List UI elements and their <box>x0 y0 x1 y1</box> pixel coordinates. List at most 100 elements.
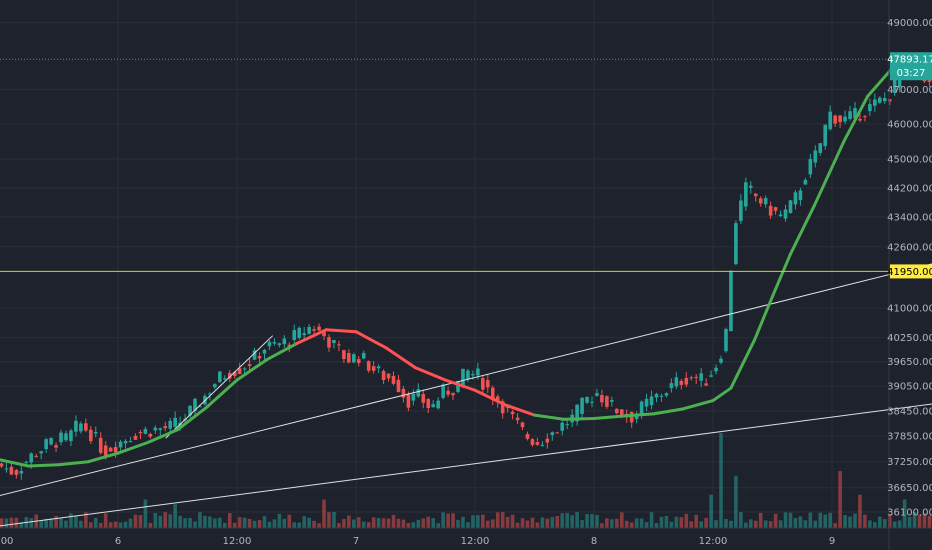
candle-body <box>555 432 560 434</box>
volume-bar <box>401 519 406 528</box>
candle-body <box>317 326 321 331</box>
volume-bar <box>14 517 19 528</box>
candle-body <box>744 182 748 207</box>
candle-body <box>103 445 108 456</box>
y-tick-label: 37850.00 <box>887 432 932 443</box>
candle-body <box>476 368 480 376</box>
volume-bar <box>882 519 887 528</box>
candle-body <box>585 396 589 403</box>
candle-body <box>758 198 763 204</box>
moving-average-segment <box>866 67 893 98</box>
volume-bar <box>763 520 768 528</box>
candle-body <box>222 378 227 380</box>
candle-body <box>406 394 411 408</box>
volume-bar <box>684 513 689 528</box>
candle-body <box>262 349 267 354</box>
candle-body <box>113 446 118 453</box>
candle-body <box>213 384 217 388</box>
volume-bar <box>605 518 609 528</box>
volume-bar <box>44 518 48 528</box>
candle-body <box>892 78 897 93</box>
candle-body <box>887 99 892 102</box>
candle-body <box>500 401 505 414</box>
candle-body <box>277 343 282 345</box>
volume-bar <box>302 516 306 528</box>
candle-body <box>247 364 252 366</box>
volume-bar <box>352 519 356 528</box>
moving-average-segment <box>295 328 328 346</box>
volume-bar <box>208 516 212 528</box>
trendline <box>0 263 932 496</box>
volume-bar <box>69 513 73 528</box>
candle-body <box>654 393 659 398</box>
candle-body <box>108 447 113 452</box>
moving-average-segment <box>533 413 566 421</box>
volume-bar <box>793 518 798 528</box>
volume-bar <box>436 523 440 528</box>
volume-bar <box>431 518 436 528</box>
moving-average-segment <box>86 451 120 464</box>
volume-bar <box>222 522 227 528</box>
volume-bar <box>565 512 569 528</box>
y-tick-label: 36650.00 <box>887 483 932 494</box>
candle-body <box>446 390 450 395</box>
volume-bar <box>610 519 614 528</box>
time-axis[interactable]: 12:00612:00712:00812:00912:001012:001113… <box>0 536 932 547</box>
candle-body <box>545 438 550 443</box>
candle-body <box>59 432 63 443</box>
candle-body <box>639 401 644 416</box>
volume-bar <box>485 520 490 528</box>
candle-body <box>709 375 713 377</box>
candle-body <box>793 192 798 205</box>
candle-body <box>853 108 857 119</box>
candle-body <box>729 270 733 332</box>
volume-bar <box>242 517 247 528</box>
price-axis[interactable]: 49000.00 47000.00 46000.00 45000.00 44200.00… <box>887 18 932 518</box>
candle-body <box>615 408 619 414</box>
candle-body <box>575 404 579 422</box>
y-tick-label: 38450.00 <box>887 406 932 417</box>
volume-bar <box>818 512 823 528</box>
candle-body <box>242 368 247 370</box>
volume-bar <box>188 517 192 528</box>
volume-bar <box>873 522 877 528</box>
candle-body <box>361 352 366 359</box>
volume-bar <box>282 518 287 528</box>
volume-bar <box>709 494 713 528</box>
moving-average-segment <box>812 139 846 208</box>
candle-body <box>267 341 272 347</box>
candle-body <box>173 417 177 427</box>
candle-body <box>9 466 14 475</box>
volume-bar <box>267 521 272 528</box>
candle-body <box>739 200 743 221</box>
candle-body <box>386 373 391 379</box>
volume-bar <box>193 521 197 528</box>
volume-bar <box>297 522 302 528</box>
candle-body <box>34 455 39 457</box>
volume-bar <box>277 513 282 528</box>
volume-bar <box>287 514 292 528</box>
volume-bar <box>758 512 763 528</box>
candle-body <box>232 372 237 377</box>
moving-average-segment <box>265 342 298 362</box>
volume-bar <box>927 515 932 528</box>
candle-body <box>838 115 842 123</box>
volume-bar <box>664 515 669 528</box>
candle-body <box>74 420 78 432</box>
candle-body <box>337 344 341 346</box>
candle-body <box>748 185 753 188</box>
candle-body <box>128 441 133 443</box>
volume-bar <box>778 520 783 528</box>
volume-bar <box>461 516 465 528</box>
volume-bar <box>59 518 63 528</box>
candle-body <box>878 97 882 103</box>
candle-body <box>436 400 440 409</box>
candle-body <box>803 179 808 185</box>
y-tick-label: 43400.00 <box>887 213 932 224</box>
candle-body <box>669 383 674 389</box>
volume-bar <box>714 520 718 528</box>
candle-body <box>659 395 664 397</box>
candle-body <box>520 422 525 428</box>
candle-body <box>773 207 778 211</box>
